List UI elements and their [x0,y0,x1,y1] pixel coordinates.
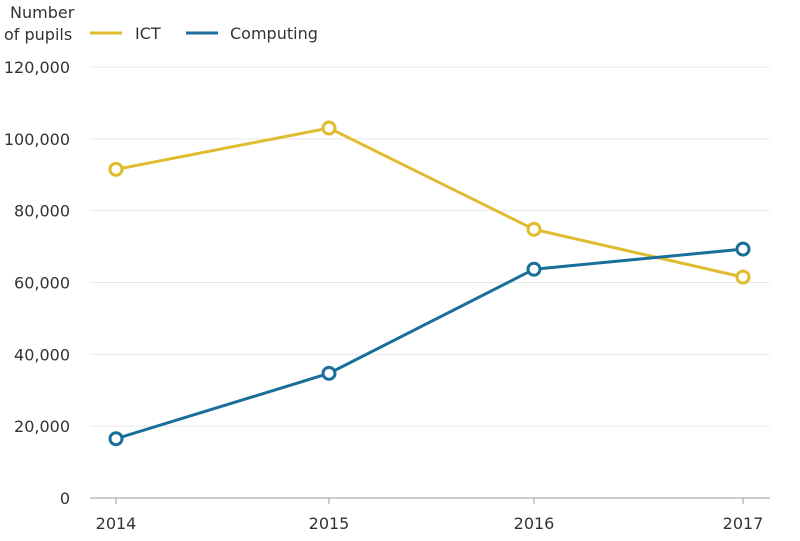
point-ict-2015 [321,120,337,136]
x-tick-label: 2014 [96,514,137,533]
point-ict-2016 [526,221,542,237]
series [108,120,751,447]
gridlines: 0 20,000 40,000 60,000 80,000 100,000 120,000 [4,58,770,508]
y-tick-label: 20,000 [14,417,70,436]
x-axis: 2014 2015 2016 2017 [90,497,770,533]
point-computing-2014 [108,431,124,447]
series-computing [108,241,751,447]
x-tick-label: 2017 [723,514,764,533]
y-axis-label: Number of pupils [4,3,75,44]
legend-label-computing: Computing [230,24,318,43]
series-line-computing [115,247,744,441]
series-line-ict [115,126,744,279]
y-axis-label-line-2: of pupils [4,25,72,44]
legend: ICT Computing [90,24,318,43]
y-tick-label: 0 [60,489,70,508]
legend-label-ict: ICT [135,24,161,43]
series-ict [108,120,751,285]
point-ict-2014 [108,161,124,177]
x-tick-label: 2016 [514,514,555,533]
y-tick-label: 100,000 [4,130,70,149]
x-tick-label: 2015 [309,514,350,533]
y-tick-label: 120,000 [4,58,70,77]
point-ict-2017 [735,269,751,285]
y-tick-label: 60,000 [14,274,70,293]
y-tick-label: 80,000 [14,202,70,221]
point-computing-2016 [526,261,542,277]
point-computing-2017 [735,241,751,257]
y-tick-label: 40,000 [14,345,70,364]
y-axis-label-line-1: Number [10,3,75,22]
point-computing-2015 [321,365,337,381]
